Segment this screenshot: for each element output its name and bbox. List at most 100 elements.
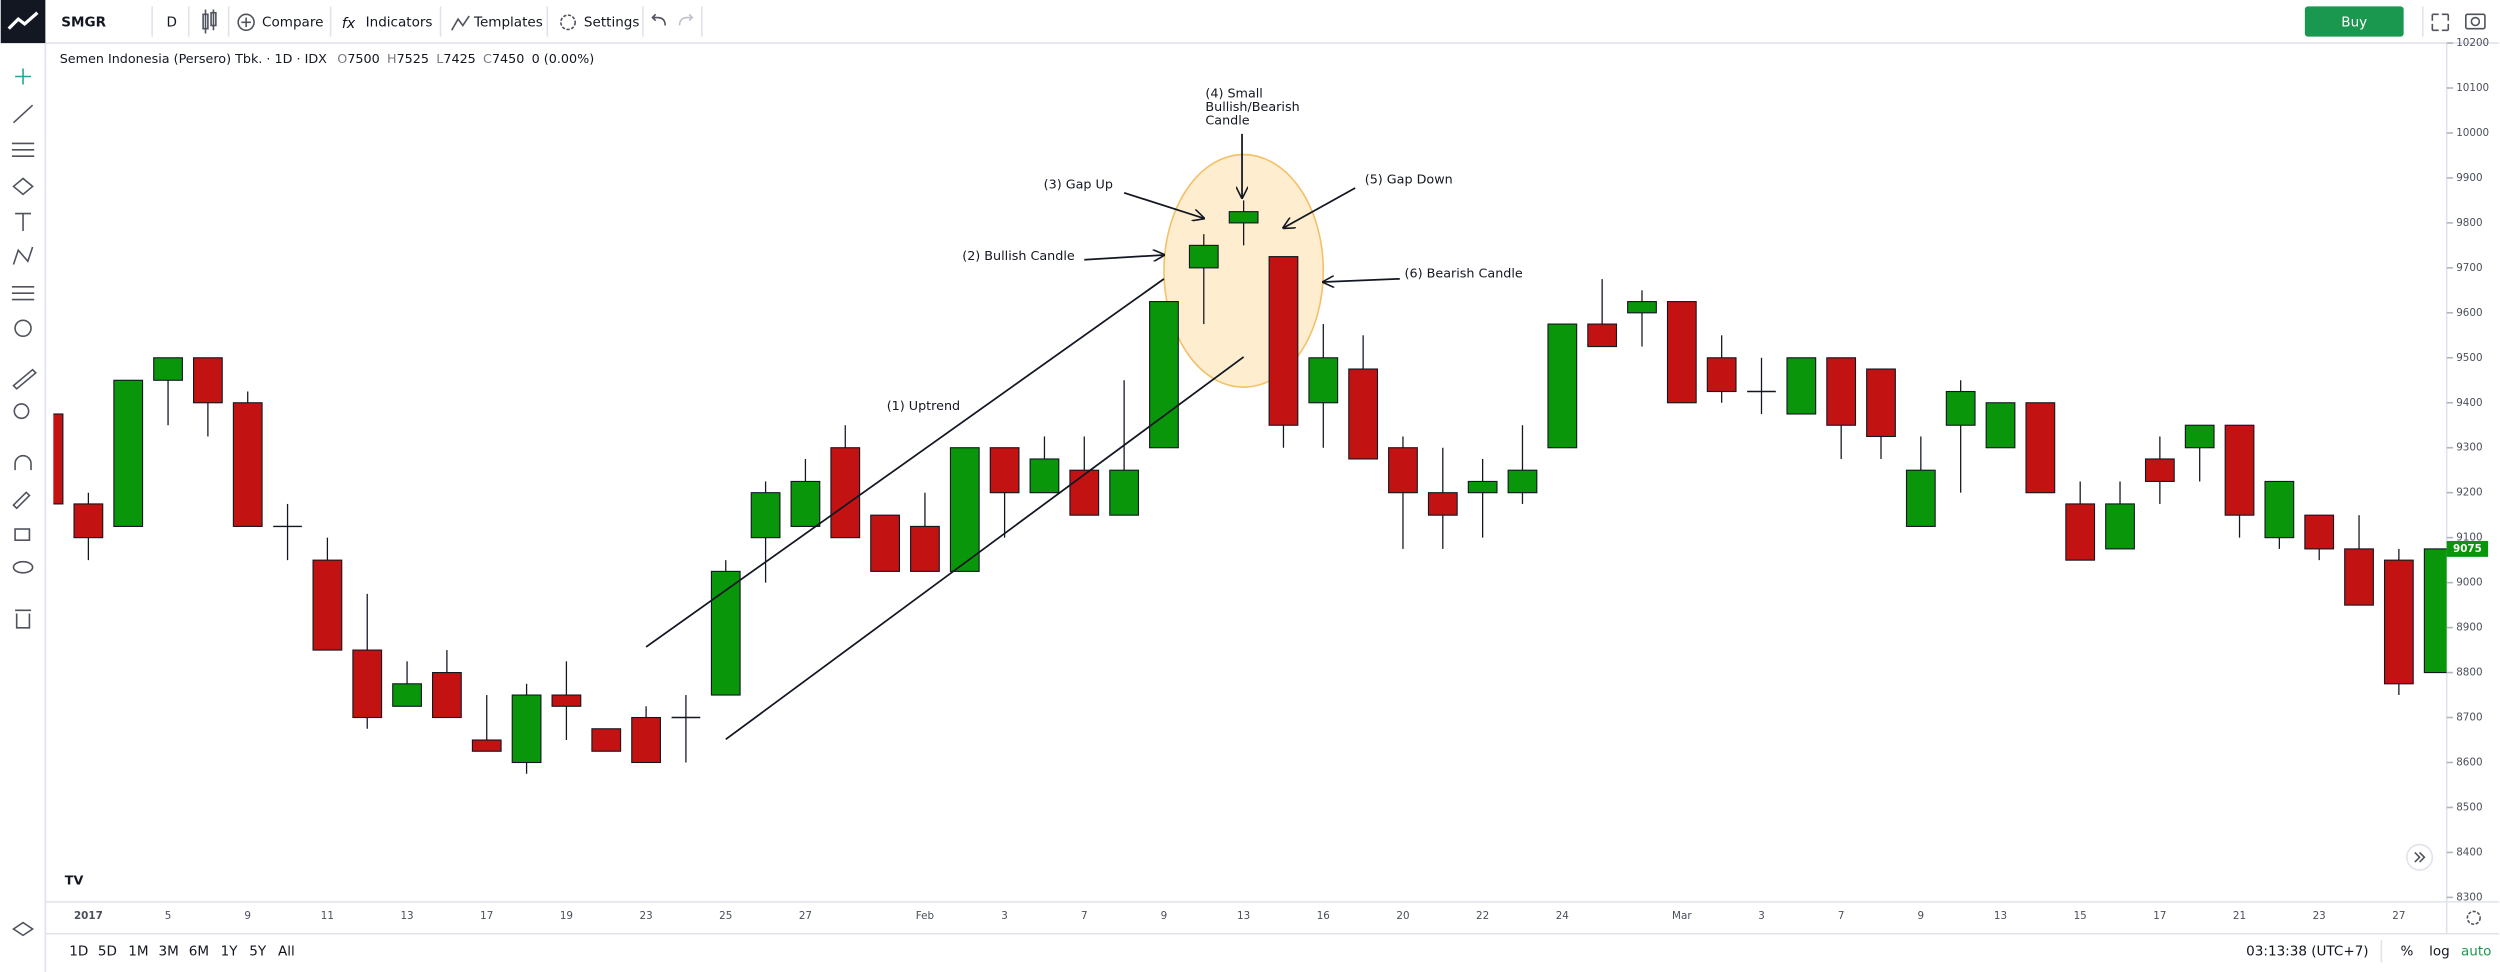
candle-body: [153, 357, 183, 381]
sidebar: [11, 43, 47, 972]
settings-button[interactable]: Settings: [584, 14, 640, 30]
x-tick-label: 24: [1556, 910, 1569, 922]
axis-settings[interactable]: [2466, 910, 2481, 925]
clock: 03:13:38 (UTC+7): [2246, 943, 2368, 959]
ohlc-label: L: [436, 51, 444, 66]
candle-body: [2264, 480, 2295, 539]
x-tick-label: 11: [321, 910, 334, 922]
trendline-tool[interactable]: [12, 104, 34, 124]
candle-body: [2304, 514, 2335, 550]
candle-body: [591, 728, 622, 752]
candle-body: [312, 559, 343, 651]
range-button[interactable]: 5Y: [249, 943, 267, 959]
y-tick-label: 9900: [2456, 172, 2482, 184]
candle-body: [392, 683, 422, 707]
percent-toggle[interactable]: %: [2400, 943, 2413, 959]
annotations: (1) Uptrend (2) Bullish Candle (3) Gap Up (…: [887, 87, 1523, 414]
interval[interactable]: D: [166, 14, 176, 30]
highlight-ellipse: [1163, 153, 1325, 389]
plot-area: [53, 200, 2447, 774]
candle-body: [2105, 503, 2135, 550]
icons-tool[interactable]: [14, 319, 32, 338]
candle-body: [1587, 323, 1618, 348]
x-tick-label: 9: [1918, 910, 1925, 922]
range-button[interactable]: 6M: [189, 943, 209, 959]
x-tick-label: 7: [1081, 910, 1088, 922]
range-button[interactable]: 1M: [128, 943, 148, 959]
compare-button[interactable]: Compare: [262, 14, 323, 30]
x-tick-label: Mar: [1672, 910, 1692, 922]
candle-body: [2423, 548, 2447, 674]
y-tick-label: 9300: [2456, 442, 2482, 454]
candle-body: [631, 716, 661, 764]
x-tick-label: 17: [2153, 910, 2166, 922]
candle-body: [432, 672, 462, 719]
buy-button[interactable]: Buy: [2341, 14, 2367, 30]
x-tick-label: 3: [1001, 910, 1008, 922]
delete-tool[interactable]: [15, 609, 32, 629]
candle-body: [2065, 503, 2096, 561]
candle-body: [989, 447, 1020, 494]
candle-body: [2383, 559, 2414, 685]
zoom-tool[interactable]: [13, 403, 30, 420]
indicators-button[interactable]: Indicators: [366, 14, 433, 30]
last-price-label: 9075: [2453, 543, 2482, 555]
undo-icon[interactable]: [651, 13, 667, 26]
arrow: [1123, 191, 1204, 218]
range-button[interactable]: 1Y: [221, 943, 239, 959]
x-tick-label: 27: [2392, 910, 2405, 922]
y-tick-label: 8600: [2456, 756, 2482, 768]
range-button[interactable]: 3M: [158, 943, 178, 959]
log-toggle[interactable]: log: [2429, 943, 2450, 959]
compare-icon[interactable]: [237, 13, 255, 32]
shapes-tool[interactable]: [12, 177, 34, 196]
chart-type-icon[interactable]: [202, 9, 217, 34]
settings-icon[interactable]: [560, 14, 576, 31]
candle-body: [1467, 480, 1498, 494]
magnet-tool[interactable]: [14, 455, 32, 471]
arrow: [1323, 279, 1400, 282]
range-button[interactable]: All: [278, 943, 295, 959]
auto-toggle[interactable]: auto: [2461, 943, 2491, 959]
ohlc-value: 7450: [492, 51, 524, 66]
candle-body: [2144, 458, 2175, 483]
templates-button[interactable]: Templates: [473, 14, 543, 30]
candle-body: [910, 525, 940, 572]
indicators-icon[interactable]: fx: [342, 16, 356, 32]
candle-body: [1188, 244, 1219, 269]
candle-body: [1348, 368, 1379, 460]
x-tick-label: 21: [2233, 910, 2246, 922]
candle-body: [192, 357, 223, 404]
candle-body: [1786, 357, 1817, 415]
fullscreen-icon[interactable]: [2431, 13, 2450, 32]
y-tick-label: 9000: [2456, 577, 2482, 589]
templates-icon[interactable]: [450, 15, 470, 31]
visibility-tool[interactable]: [12, 560, 34, 574]
crosshair-tool[interactable]: [15, 68, 32, 85]
redo-icon[interactable]: [678, 13, 694, 26]
symbol[interactable]: SMGR: [61, 14, 106, 30]
lock-drawings[interactable]: [12, 491, 31, 510]
pattern-tool[interactable]: [12, 246, 34, 265]
candle-body: [710, 570, 741, 696]
measure-tool[interactable]: [12, 368, 37, 390]
candle-body: [113, 379, 144, 527]
bottom-bar: 1D 5D 1M 3M 6M 1Y 5Y All 03:13:38 (UTC+7)% log aut…: [69, 940, 2491, 963]
candle-body: [1388, 447, 1418, 494]
text-tool[interactable]: [15, 212, 32, 232]
annotation: (1) Uptrend: [887, 399, 960, 414]
range-button[interactable]: 1D: [69, 943, 88, 959]
prediction-tool[interactable]: [11, 286, 35, 301]
x-tick-label: 25: [719, 910, 732, 922]
lock-tool[interactable]: [14, 528, 31, 541]
buy-button-bg[interactable]: [2304, 6, 2404, 37]
x-tick-label: 13: [1994, 910, 2007, 922]
screenshot-icon[interactable]: [2464, 13, 2486, 30]
y-tick-label: 10100: [2456, 82, 2489, 94]
range-button[interactable]: 5D: [98, 943, 117, 959]
tv-logo[interactable]: TV: [65, 874, 84, 889]
y-tick-label: 8700: [2456, 712, 2482, 724]
y-tick-label: 8300: [2456, 891, 2482, 903]
object-tree[interactable]: [12, 921, 35, 937]
fib-tool[interactable]: [11, 142, 35, 157]
